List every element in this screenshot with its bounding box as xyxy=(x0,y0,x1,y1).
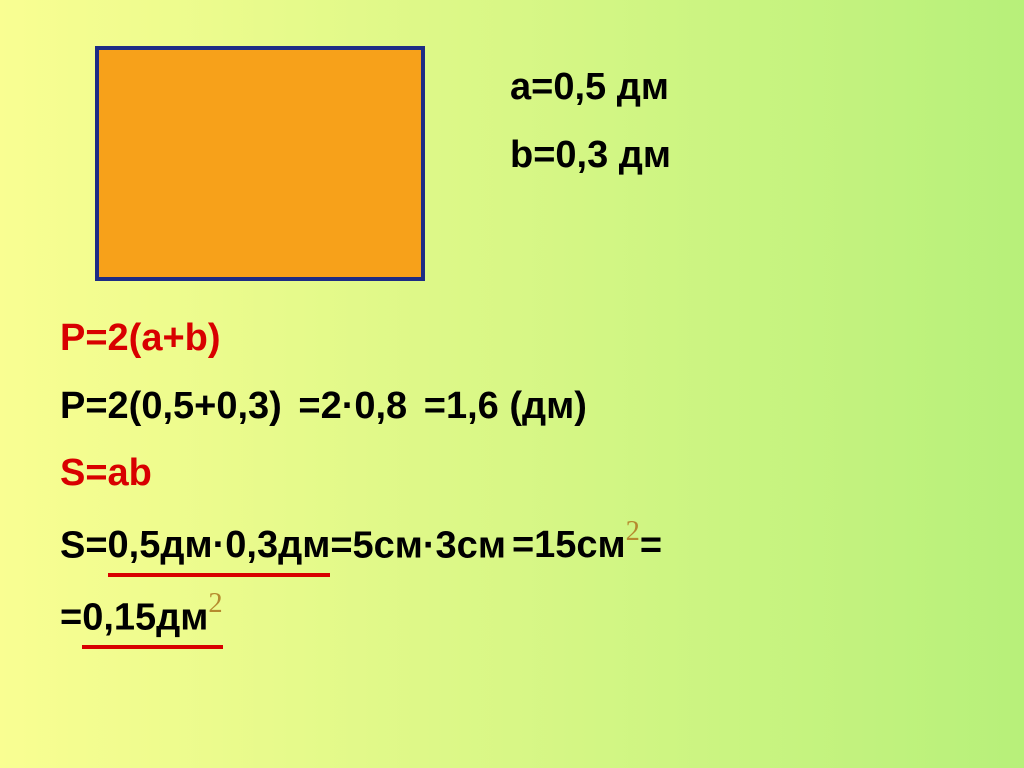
perimeter-calc-rhs: =1,6 (дм) xyxy=(424,385,587,427)
perimeter-calc-lhs: P=2(0,5+0,3) xyxy=(60,385,282,427)
area-calc-mid: =5см·3см xyxy=(330,524,506,566)
top-row: а=0,5 дм b=0,3 дм xyxy=(95,40,964,281)
area-exponent-2: 2 xyxy=(208,588,222,619)
underline-icon xyxy=(82,645,222,649)
slide-canvas: а=0,5 дм b=0,3 дм P=2(a+b) P=2(0,5+0,3) … xyxy=(0,0,1024,768)
area-final-underlined-wrap: 0,15дм2 xyxy=(82,591,222,641)
perimeter-formula: P=2(a+b) xyxy=(60,316,964,362)
area-formula: S=ab xyxy=(60,451,964,497)
rectangle-wrapper xyxy=(95,40,425,281)
perimeter-calc-mid: =2·0,8 xyxy=(298,385,407,427)
underline-icon xyxy=(108,573,331,577)
given-b: b=0,3 дм xyxy=(510,133,671,179)
area-calc-line2: =0,15дм2 xyxy=(60,591,964,641)
area-final-underlined: 0,15дм xyxy=(82,597,208,639)
area-exponent-1: 2 xyxy=(626,516,640,547)
area-calc-underlined-wrap: 0,5дм·0,3дм xyxy=(108,523,331,569)
given-a: а=0,5 дм xyxy=(510,65,671,111)
perimeter-calc: P=2(0,5+0,3) =2·0,8 =1,6 (дм) xyxy=(60,384,964,430)
area-calc-line1: S=0,5дм·0,3дм=5см·3см=15см2= xyxy=(60,519,964,569)
area-final-eq: = xyxy=(60,597,82,639)
calc-stack: P=2(a+b) P=2(0,5+0,3) =2·0,8 =1,6 (дм) S… xyxy=(60,316,964,641)
rectangle-diagram xyxy=(95,46,425,281)
given-block: а=0,5 дм b=0,3 дм xyxy=(510,40,671,178)
area-calc-underlined: 0,5дм·0,3дм xyxy=(108,524,331,566)
area-calc-prefix: S= xyxy=(60,524,108,566)
area-calc-res-num: =15см xyxy=(512,524,626,566)
area-calc-tail: = xyxy=(640,524,662,566)
